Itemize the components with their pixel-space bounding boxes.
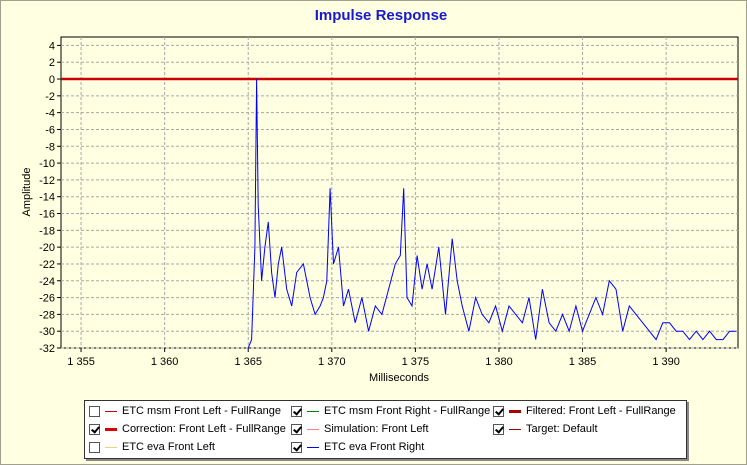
legend-checkbox[interactable] — [291, 405, 302, 417]
legend-label: Correction: Front Left - FullRange — [122, 423, 286, 435]
y-tick-label: -32 — [39, 343, 55, 355]
x-tick-label: 1 360 — [151, 356, 179, 368]
legend-swatch — [105, 427, 117, 431]
legend-swatch — [307, 446, 319, 448]
x-tick-label: 1 375 — [402, 356, 430, 368]
legend-checkbox[interactable] — [89, 423, 100, 435]
x-tick-label: 1 365 — [234, 356, 262, 368]
legend-item: ETC msm Front Right - FullRange — [291, 403, 490, 419]
legend-label: ETC msm Front Left - FullRange — [122, 405, 281, 417]
y-tick-label: -16 — [39, 209, 55, 221]
legend-checkbox[interactable] — [89, 405, 100, 417]
x-tick-label: 1 390 — [652, 356, 680, 368]
legend-swatch — [105, 410, 117, 412]
plot-area — [60, 36, 739, 349]
x-tick-label: 1 380 — [485, 356, 513, 368]
legend-swatch — [307, 410, 319, 412]
y-tick-label: -20 — [39, 242, 55, 254]
y-tick-label: -30 — [39, 326, 55, 338]
y-tick-label: -2 — [45, 91, 55, 103]
chart-title: Impulse Response — [315, 7, 448, 24]
y-tick-label: -12 — [39, 175, 55, 187]
x-tick-label: 1 370 — [318, 356, 346, 368]
y-tick-label: -14 — [39, 192, 55, 204]
impulse-response-chart: Impulse Response 4 2 0 -2 -4 -6 -8 -10 -12 -14 -16… — [21, 7, 739, 384]
y-axis-label: Amplitude — [21, 168, 33, 217]
x-tick-label: 1 385 — [569, 356, 597, 368]
y-tick-label: -22 — [39, 259, 55, 271]
legend-checkbox[interactable] — [89, 441, 100, 453]
y-tick-label: -24 — [39, 276, 55, 288]
legend-label: Target: Default — [526, 423, 598, 435]
y-tick-label: 2 — [49, 57, 55, 69]
x-tick-label: 1 355 — [67, 356, 95, 368]
legend-swatch — [105, 446, 117, 448]
series-etc-eva-front-right — [247, 78, 737, 348]
legend: ETC msm Front Left - FullRange ETC msm Fr… — [84, 400, 687, 459]
legend-label: ETC eva Front Left — [122, 441, 215, 453]
y-tick-label: -26 — [39, 293, 55, 305]
legend-swatch — [509, 428, 521, 430]
y-tick-label: -28 — [39, 309, 55, 321]
x-axis-ticks: 1 355 1 360 1 365 1 370 1 375 1 380 1 385 1 390 — [67, 348, 680, 368]
legend-item: ETC msm Front Left - FullRange — [89, 403, 281, 419]
y-tick-label: -4 — [45, 108, 55, 120]
legend-item: Filtered: Front Left - FullRange — [493, 403, 676, 419]
legend-item: Simulation: Front Left — [291, 421, 429, 437]
x-axis-label: Milliseconds — [369, 372, 429, 384]
legend-label: ETC eva Front Right — [324, 441, 425, 453]
y-tick-label: 4 — [49, 40, 55, 52]
legend-checkbox[interactable] — [493, 423, 504, 435]
legend-checkbox[interactable] — [493, 405, 504, 417]
legend-label: Simulation: Front Left — [324, 423, 429, 435]
y-tick-label: -8 — [45, 141, 55, 153]
y-axis-ticks: 4 2 0 -2 -4 -6 -8 -10 -12 -14 -16 -18 -20 -22 -24 -26 -2… — [39, 40, 61, 355]
legend-item: Correction: Front Left - FullRange — [89, 421, 286, 437]
y-tick-label: -6 — [45, 124, 55, 136]
legend-swatch — [509, 409, 521, 413]
y-tick-label: 0 — [49, 74, 55, 86]
legend-checkbox[interactable] — [291, 441, 302, 453]
legend-checkbox[interactable] — [291, 423, 302, 435]
legend-swatch — [307, 428, 319, 430]
y-tick-label: -10 — [39, 158, 55, 170]
legend-item: ETC eva Front Left — [89, 439, 215, 455]
series-layer — [61, 77, 738, 348]
legend-item: ETC eva Front Right — [291, 439, 424, 455]
y-tick-label: -18 — [39, 225, 55, 237]
legend-label: ETC msm Front Right - FullRange — [324, 405, 491, 417]
legend-label: Filtered: Front Left - FullRange — [526, 405, 676, 417]
legend-item: Target: Default — [493, 421, 598, 437]
